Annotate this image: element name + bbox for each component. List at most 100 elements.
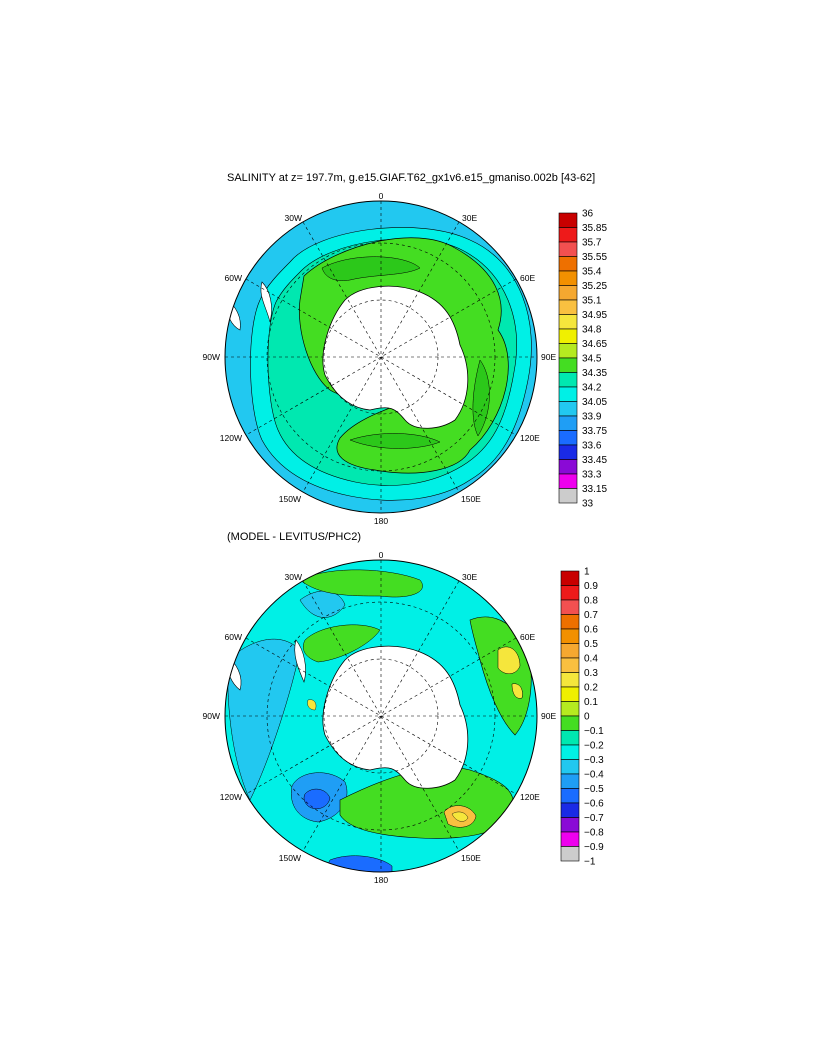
difference-lon-60w: 60W: [225, 632, 242, 642]
difference-colorbar-label: −0.3: [584, 755, 604, 766]
salinity-colorbar-label: 35.4: [582, 267, 602, 278]
salinity-lon-60w: 60W: [225, 273, 242, 283]
salinity-map-title: SALINITY at z= 197.7m, g.e15.GIAF.T62_gx…: [227, 172, 596, 184]
salinity-colorbar-label: 36: [582, 209, 594, 220]
difference-colorbar-box: [560, 614, 580, 630]
salinity-graticule: [225, 201, 537, 513]
salinity-lon-90e: 90E: [541, 352, 556, 362]
salinity-colorbar-box: [558, 328, 578, 344]
difference-map: 0 30E 60E 90E 120E 150E 180 150W 120W 90…: [203, 550, 557, 885]
difference-colorbar-label: 0.4: [584, 654, 598, 665]
difference-colorbar-label: 0.3: [584, 668, 598, 679]
difference-graticule: [225, 560, 537, 872]
salinity-colorbar-label: 33.75: [582, 426, 607, 437]
salinity-colorbar-label: 33.9: [582, 412, 602, 423]
difference-colorbar-label: 0.1: [584, 697, 598, 708]
salinity-colorbar-box: [558, 430, 578, 446]
salinity-colorbar-box: [558, 270, 578, 286]
difference-lon-120w: 120W: [220, 792, 242, 802]
salinity-colorbar-box: [558, 488, 578, 504]
difference-colorbar-box: [560, 599, 580, 615]
difference-colorbar-label: −0.4: [584, 770, 604, 781]
difference-colorbar-box: [560, 846, 580, 862]
difference-colorbar-label: 0.9: [584, 581, 598, 592]
salinity-colorbar-box: [558, 256, 578, 272]
salinity-colorbar-box: [558, 401, 578, 417]
difference-colorbar-box: [560, 570, 580, 586]
salinity-colorbar-box: [558, 444, 578, 460]
difference-lon-30e: 30E: [462, 572, 477, 582]
salinity-colorbar-box: [558, 241, 578, 257]
difference-colorbar-label: −0.7: [584, 813, 604, 824]
salinity-colorbar-box: [558, 459, 578, 475]
difference-colorbar-box: [560, 585, 580, 601]
difference-colorbar-label: −0.6: [584, 799, 604, 810]
difference-colorbar-box: [560, 831, 580, 847]
difference-colorbar-box: [560, 672, 580, 688]
salinity-colorbar-label: 33: [582, 499, 594, 510]
difference-lon-0: 0: [379, 550, 384, 560]
difference-colorbar-box: [560, 715, 580, 731]
salinity-colorbar-box: [558, 285, 578, 301]
salinity-colorbar-box: [558, 473, 578, 489]
difference-colorbar-label: 0: [584, 712, 590, 723]
difference-colorbar-label: −1: [584, 857, 596, 868]
difference-colorbar-box: [560, 628, 580, 644]
difference-lon-90w: 90W: [203, 711, 220, 721]
salinity-lon-30e: 30E: [462, 213, 477, 223]
salinity-colorbar-label: 35.55: [582, 252, 607, 263]
difference-colorbar-label: 1: [584, 567, 590, 578]
salinity-lon-0: 0: [379, 191, 384, 201]
difference-colorbar-label: −0.8: [584, 828, 604, 839]
difference-colorbar-box: [560, 643, 580, 659]
salinity-colorbar-box: [558, 415, 578, 431]
salinity-colorbar-box: [558, 314, 578, 330]
difference-colorbar-box: [560, 817, 580, 833]
salinity-colorbar-label: 33.45: [582, 455, 607, 466]
salinity-colorbar-label: 34.05: [582, 397, 607, 408]
salinity-colorbar-box: [558, 357, 578, 373]
difference-lon-90e: 90E: [541, 711, 556, 721]
salinity-colorbar-label: 33.15: [582, 484, 607, 495]
salinity-colorbar-box: [558, 343, 578, 359]
salinity-lon-120w: 120W: [220, 433, 242, 443]
difference-colorbar: 1 0.9 0.8 0.7 0.6 0.5 0.4 0.3 0.2 0.1 0 −0.1 −0.2 −0.…: [560, 567, 604, 868]
salinity-map: 0 30E 60E 90E 120E 150E 180 150W 120W 90…: [203, 191, 557, 526]
difference-colorbar-label: −0.2: [584, 741, 604, 752]
salinity-colorbar-label: 35.1: [582, 296, 602, 307]
difference-colorbar-box: [560, 773, 580, 789]
salinity-colorbar-box: [558, 372, 578, 388]
difference-colorbar-box: [560, 802, 580, 818]
salinity-colorbar-label: 35.7: [582, 238, 602, 249]
difference-lon-30w: 30W: [285, 572, 302, 582]
difference-colorbar-label: −0.9: [584, 842, 604, 853]
difference-lon-150w: 150W: [279, 853, 301, 863]
salinity-colorbar-label: 34.65: [582, 339, 607, 350]
salinity-colorbar-box: [558, 299, 578, 315]
salinity-colorbar-box: [558, 212, 578, 228]
salinity-lon-60e: 60E: [520, 273, 535, 283]
salinity-lon-120e: 120E: [520, 433, 540, 443]
difference-colorbar-label: 0.6: [584, 625, 598, 636]
salinity-colorbar-label: 33.3: [582, 470, 602, 481]
difference-colorbar-label: 0.5: [584, 639, 598, 650]
salinity-colorbar-label: 35.85: [582, 223, 607, 234]
difference-colorbar-label: −0.5: [584, 784, 604, 795]
difference-lon-150e: 150E: [461, 853, 481, 863]
salinity-lon-150w: 150W: [279, 494, 301, 504]
difference-colorbar-box: [560, 657, 580, 673]
salinity-colorbar-label: 35.25: [582, 281, 607, 292]
salinity-colorbar: 36 35.85 35.7 35.55 35.4 35.25 35.1 34.95 34.8 34…: [558, 209, 607, 510]
salinity-lon-30w: 30W: [285, 213, 302, 223]
salinity-lon-90w: 90W: [203, 352, 220, 362]
salinity-colorbar-label: 33.6: [582, 441, 602, 452]
difference-colorbar-label: 0.7: [584, 610, 598, 621]
difference-colorbar-box: [560, 686, 580, 702]
difference-colorbar-box: [560, 730, 580, 746]
difference-colorbar-label: 0.8: [584, 596, 598, 607]
difference-map-title: (MODEL - LEVITUS/PHC2): [227, 531, 362, 543]
difference-colorbar-box: [560, 701, 580, 717]
difference-colorbar-box: [560, 744, 580, 760]
salinity-colorbar-label: 34.5: [582, 354, 602, 365]
